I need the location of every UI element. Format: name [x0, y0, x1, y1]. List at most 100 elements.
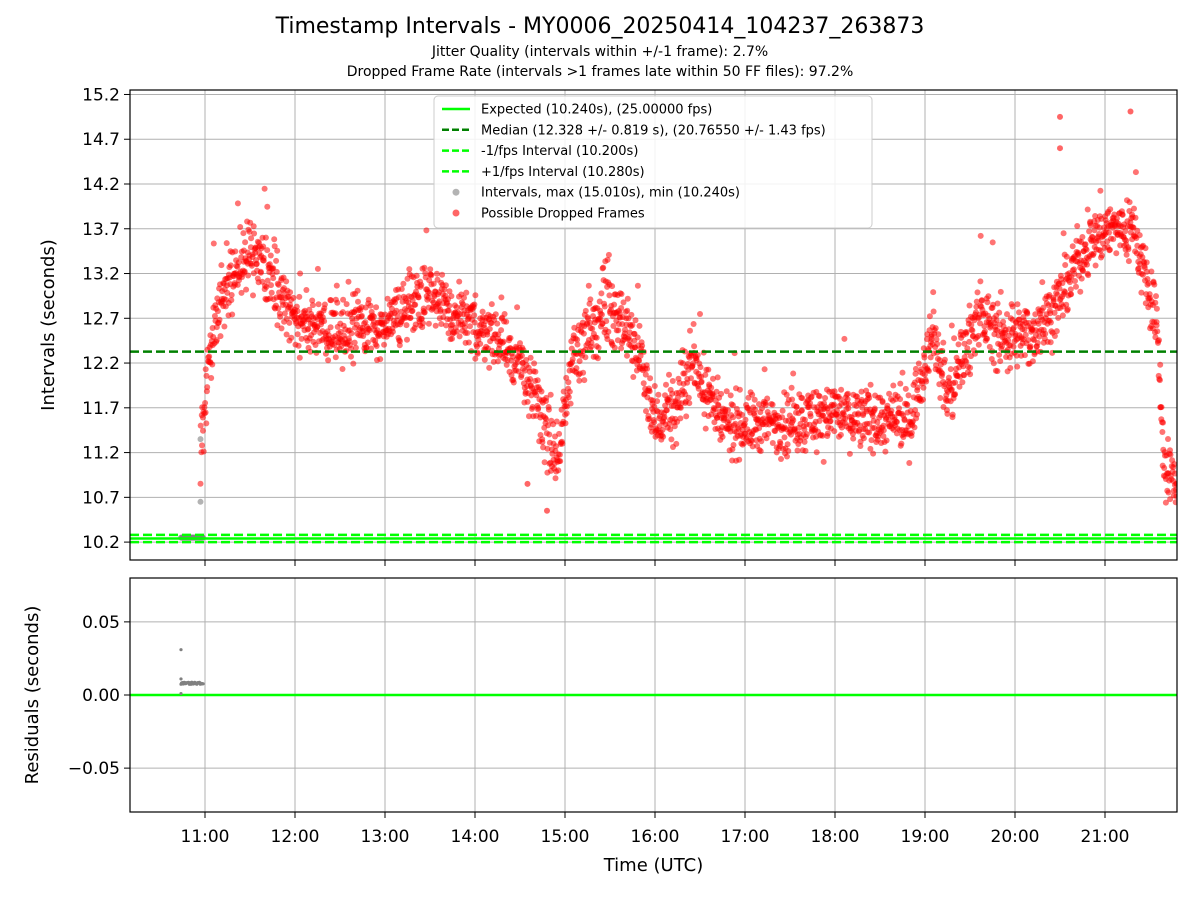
dropped-frame-point — [1024, 310, 1031, 317]
dropped-frame-point — [984, 335, 991, 342]
dropped-frame-point — [990, 360, 997, 367]
dropped-frame-point — [281, 310, 288, 317]
dropped-frame-point — [880, 422, 887, 429]
dropped-frame-point — [751, 396, 758, 403]
dropped-frame-point — [634, 282, 641, 289]
dropped-frame-point — [838, 386, 845, 393]
dropped-frame-point — [997, 288, 1004, 295]
dropped-frame-point — [315, 301, 322, 308]
dropped-frame-point — [217, 333, 224, 340]
dropped-frame-point — [494, 358, 501, 365]
dropped-frame-point — [1007, 365, 1014, 371]
dropped-frame-point — [456, 278, 463, 285]
dropped-frame-point — [263, 283, 270, 290]
dropped-frame-point — [867, 381, 874, 388]
dropped-frame-point — [527, 354, 534, 361]
dropped-frame-point — [203, 372, 210, 379]
dropped-frame-point — [697, 364, 704, 371]
y-tick-label: 11.7 — [82, 399, 120, 419]
dropped-frame-point — [395, 294, 402, 301]
dropped-frame-point — [669, 378, 676, 384]
y-tick-label: 0.05 — [82, 613, 120, 633]
dropped-frame-point — [1035, 320, 1042, 327]
dropped-frame-point — [788, 384, 795, 391]
dropped-frame-point — [260, 257, 267, 264]
dropped-frame-point — [1113, 250, 1120, 257]
dropped-frame-point — [1060, 230, 1067, 237]
dropped-frame-point — [860, 435, 867, 442]
interval-point — [197, 498, 204, 505]
dropped-frame-point — [1174, 480, 1177, 487]
legend-item-median: Median (12.328 +/- 0.819 s), (20.76550 +… — [442, 123, 826, 138]
dropped-frame-point — [508, 372, 515, 379]
dropped-frame-point — [328, 297, 334, 304]
legend-box — [433, 95, 873, 229]
dropped-frame-point — [1125, 244, 1132, 251]
dropped-frame-point — [398, 286, 405, 292]
dropped-frame-point — [354, 287, 361, 294]
dropped-frame-point — [1010, 324, 1017, 331]
dropped-frame-point — [1167, 447, 1173, 454]
dropped-frame-point — [1098, 252, 1105, 259]
dropped-frame-point — [1051, 333, 1058, 339]
dropped-frame-point — [723, 412, 730, 419]
dropped-frame-point — [799, 395, 806, 402]
dropped-frame-point — [200, 427, 206, 434]
dropped-frame-point — [730, 414, 737, 421]
dropped-frame-point — [741, 440, 747, 447]
dropped-frame-point — [560, 388, 567, 395]
dropped-frame-point — [758, 438, 765, 445]
dropped-frame-point — [471, 312, 478, 319]
dropped-frame-point — [197, 422, 204, 429]
dropped-frame-point — [883, 437, 890, 444]
dropped-frame-point — [352, 344, 359, 351]
dropped-frame-point — [580, 369, 587, 376]
dropped-frame-point — [1126, 199, 1133, 206]
dropped-frame-point — [803, 431, 810, 438]
dropped-frame-point — [1107, 206, 1114, 213]
dropped-frame-point — [461, 294, 467, 301]
dropped-frame-point — [421, 264, 428, 271]
dropped-frame-point — [1167, 496, 1174, 503]
dropped-frame-point — [697, 311, 703, 317]
dropped-frame-point — [730, 442, 737, 448]
dropped-frame-point — [1173, 487, 1177, 493]
dropped-frame-point — [1055, 314, 1062, 321]
dropped-frame-point — [418, 282, 425, 288]
dropped-frame-point — [552, 475, 559, 482]
dropped-frame-point — [213, 337, 220, 344]
dropped-frame-point — [273, 268, 280, 275]
dropped-frame-point — [1136, 232, 1143, 239]
dropped-frame-point — [711, 419, 718, 426]
dropped-frame-point — [866, 429, 873, 436]
dropped-frame-point — [769, 401, 776, 408]
dropped-frame-point — [1029, 358, 1036, 365]
dropped-frame-point — [228, 297, 235, 304]
dropped-frame-point — [1063, 301, 1070, 308]
dropped-frame-point — [1123, 237, 1130, 244]
dropped-frame-point — [523, 357, 530, 363]
dropped-frame-point — [871, 405, 878, 412]
dropped-frame-point — [582, 307, 589, 314]
dropped-frame-point — [420, 320, 426, 327]
dropped-frame-point — [611, 301, 618, 308]
dropped-frame-point — [271, 236, 278, 243]
dropped-frame-point — [855, 410, 862, 417]
dropped-frame-point — [685, 394, 692, 401]
dropped-frame-point — [514, 359, 521, 366]
dropped-frame-point — [606, 292, 613, 299]
dropped-frame-point — [286, 319, 293, 326]
dropped-frame-point — [888, 407, 895, 414]
dropped-frame-point — [1156, 377, 1163, 384]
dropped-frame-point — [426, 290, 433, 296]
dropped-frame-point — [527, 376, 534, 382]
dropped-frame-point — [582, 354, 589, 361]
dropped-frame-point — [314, 265, 321, 272]
dropped-frame-point — [268, 282, 274, 289]
dropped-frame-point — [486, 325, 493, 332]
x-tick-label: 20:00 — [991, 827, 1040, 847]
dropped-frame-point — [1047, 319, 1054, 326]
dropped-frame-point — [518, 372, 525, 379]
dropped-frame-point — [643, 408, 649, 415]
dropped-frame-point — [1027, 343, 1034, 350]
